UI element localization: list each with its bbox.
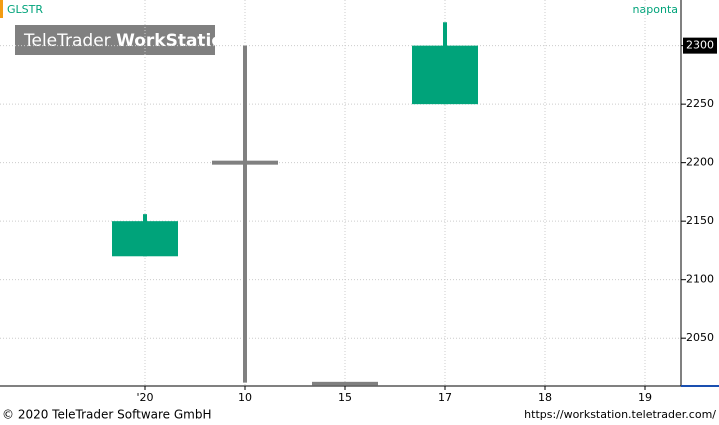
copyright: © 2020 TeleTrader Software GmbH bbox=[2, 408, 212, 422]
y-tick-label: 2100 bbox=[686, 273, 714, 286]
x-tick-label: 15 bbox=[338, 391, 352, 404]
candle-body bbox=[312, 381, 378, 386]
y-tick-label: 2050 bbox=[686, 331, 714, 344]
y-tick-label: 2300 bbox=[686, 39, 714, 52]
candle-body bbox=[112, 221, 178, 257]
symbol-marker bbox=[0, 0, 3, 18]
url: https://workstation.teletrader.com/ bbox=[524, 408, 716, 421]
x-tick-label: 18 bbox=[538, 391, 552, 404]
y-tick-label: 2250 bbox=[686, 97, 714, 110]
x-tick-label: 17 bbox=[438, 391, 452, 404]
x-tick-label: 10 bbox=[238, 391, 252, 404]
candle-body bbox=[412, 45, 478, 105]
watermark: TeleTrader WorkStation bbox=[23, 31, 235, 51]
candle-body bbox=[212, 160, 278, 165]
period: naponta bbox=[633, 3, 678, 16]
y-tick-label: 2200 bbox=[686, 156, 714, 169]
y-tick-label: 2150 bbox=[686, 214, 714, 227]
last-price-box bbox=[683, 37, 717, 54]
watermark-product: WorkStation bbox=[116, 31, 235, 51]
watermark-brand: TeleTrader bbox=[23, 31, 111, 51]
x-tick-label: '20 bbox=[136, 391, 153, 404]
symbol: GLSTR bbox=[7, 3, 43, 16]
x-tick-label: 19 bbox=[638, 391, 652, 404]
watermark-box bbox=[15, 25, 215, 55]
